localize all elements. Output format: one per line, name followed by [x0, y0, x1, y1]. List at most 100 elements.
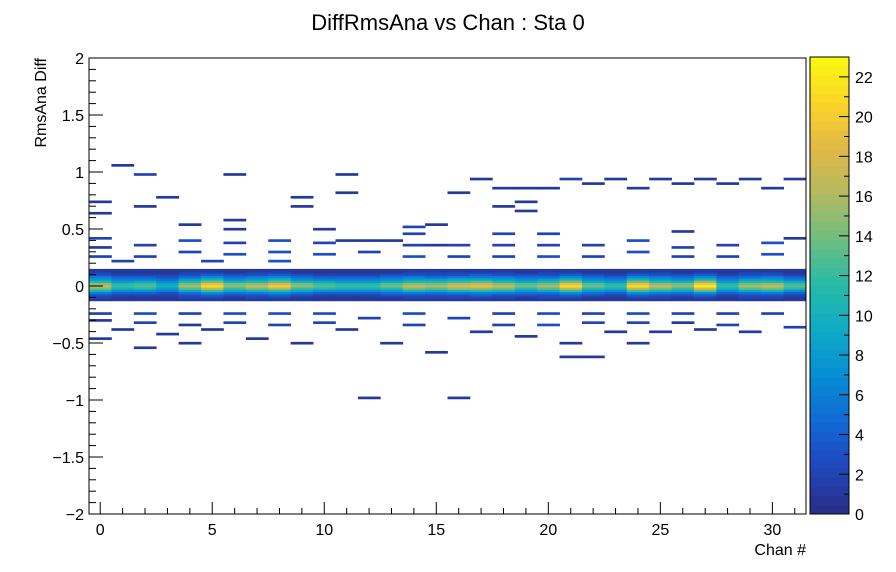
- heatmap-cell: [761, 282, 784, 286]
- heatmap-cell: [89, 287, 112, 290]
- heatmap-cell: [514, 273, 538, 277]
- heatmap-cell: [649, 293, 672, 297]
- heatmap-cell: [335, 284, 359, 288]
- heatmap-cell: [492, 282, 516, 286]
- heatmap-cell: [649, 287, 672, 290]
- heatmap-cell: [425, 350, 448, 354]
- heatmap-cell: [738, 282, 762, 286]
- colorbar-segment: [810, 404, 849, 414]
- heatmap-cell: [716, 280, 740, 283]
- heatmap-cell: [447, 273, 471, 277]
- heatmap-cell: [223, 241, 247, 245]
- heatmap-cell: [313, 280, 336, 283]
- heatmap-cell: [89, 275, 112, 279]
- heatmap-cell: [581, 284, 605, 288]
- heatmap-cell: [783, 296, 807, 299]
- heatmap-cell: [693, 271, 717, 274]
- heatmap-cell: [223, 298, 247, 302]
- heatmap-cell: [111, 289, 135, 293]
- heatmap-cell: [380, 273, 404, 277]
- heatmap-cell: [716, 278, 740, 281]
- heatmap-cell: [492, 298, 516, 302]
- heatmap-cell: [402, 289, 426, 293]
- heatmap-cell: [537, 232, 560, 236]
- heatmap-cell: [626, 287, 650, 290]
- heatmap-cell: [761, 312, 784, 315]
- colorbar-segment: [810, 431, 849, 442]
- heatmap-cell: [514, 275, 538, 279]
- heatmap-cell: [290, 280, 314, 283]
- heatmap-cells: [89, 164, 807, 400]
- heatmap-cell: [133, 173, 157, 176]
- heatmap-cell: [783, 280, 807, 283]
- heatmap-cell: [537, 186, 560, 190]
- heatmap-cell: [716, 273, 740, 277]
- heatmap-cell: [492, 293, 516, 297]
- heatmap-cell: [693, 291, 717, 295]
- heatmap-cell: [245, 298, 269, 302]
- heatmap-cell: [111, 293, 135, 297]
- x-tick-label: 25: [651, 522, 669, 539]
- heatmap-cell: [402, 296, 426, 299]
- colorbar-segment: [810, 139, 849, 149]
- chart-title: DiffRmsAna vs Chan : Sta 0: [311, 10, 585, 35]
- x-tick-label: 10: [315, 522, 333, 539]
- heatmap-cell: [223, 173, 247, 176]
- heatmap-cell: [313, 296, 336, 299]
- heatmap-cell: [738, 291, 762, 295]
- heatmap-cell: [290, 289, 314, 293]
- heatmap-cell: [402, 291, 426, 295]
- heatmap-cell: [133, 293, 157, 297]
- heatmap-cell: [649, 268, 672, 272]
- heatmap-cell: [559, 280, 583, 283]
- heatmap-cell: [716, 293, 740, 297]
- heatmap-cell: [649, 284, 672, 288]
- heatmap-cell: [581, 255, 605, 258]
- heatmap-cell: [492, 205, 516, 208]
- heatmap-cell: [89, 255, 112, 258]
- heatmap-cell: [581, 278, 605, 281]
- heatmap-cell: [201, 287, 224, 290]
- heatmap-cell: [402, 268, 426, 272]
- colorbar-segment: [810, 495, 849, 506]
- heatmap-cell: [492, 296, 516, 299]
- heatmap-cell: [514, 268, 538, 272]
- heatmap-cell: [514, 335, 538, 338]
- heatmap-cell: [425, 271, 448, 274]
- heatmap-cell: [156, 195, 180, 199]
- heatmap-cell: [514, 186, 538, 190]
- heatmap-cell: [671, 284, 695, 288]
- colorbar-segment: [810, 276, 849, 286]
- heatmap-cell: [201, 284, 224, 288]
- colorbar-segment: [810, 111, 849, 122]
- heatmap-cell: [447, 255, 471, 258]
- heatmap-cell: [447, 289, 471, 293]
- heatmap-cell: [716, 182, 740, 185]
- heatmap-cell: [380, 282, 404, 286]
- colorbar-segment: [810, 203, 849, 213]
- heatmap-cell: [111, 287, 135, 290]
- heatmap-cell: [111, 273, 135, 277]
- heatmap-cell: [693, 296, 717, 299]
- heatmap-cell: [671, 321, 695, 325]
- heatmap-cell: [738, 280, 762, 283]
- heatmap-cell: [402, 225, 426, 229]
- heatmap-cell: [693, 328, 717, 331]
- heatmap-cell: [425, 282, 448, 286]
- heatmap-cell: [268, 280, 292, 283]
- heatmap-cell: [223, 273, 247, 277]
- heatmap-cell: [514, 289, 538, 293]
- heatmap-cell: [626, 321, 650, 325]
- heatmap-cell: [201, 278, 224, 281]
- y-tick-label: 0.5: [62, 222, 84, 239]
- heatmap-cell: [492, 232, 516, 236]
- heatmap-cell: [559, 298, 583, 302]
- heatmap-cell: [89, 236, 112, 240]
- heatmap-cell: [425, 284, 448, 288]
- heatmap-cell: [156, 273, 180, 277]
- heatmap-cell: [380, 268, 404, 272]
- heatmap-cell: [178, 271, 202, 274]
- heatmap-cell: [133, 312, 157, 315]
- heatmap-cell: [761, 268, 784, 272]
- heatmap-cell: [447, 287, 471, 290]
